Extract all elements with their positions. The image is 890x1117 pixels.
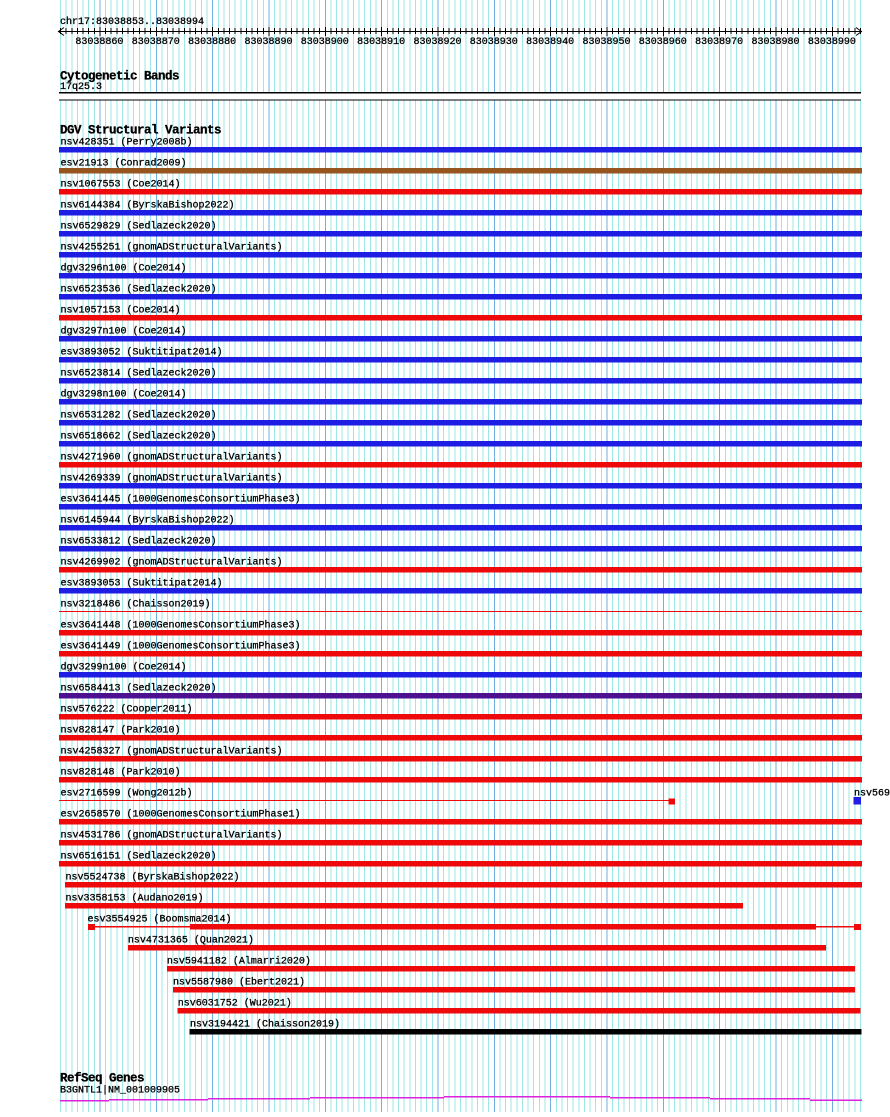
svg-text:esv21913 (Conrad2009): esv21913 (Conrad2009): [61, 157, 187, 169]
svg-text:nsv828148 (Park2010): nsv828148 (Park2010): [61, 766, 181, 778]
svg-text:nsv4271960 (gnomADStructuralVa: nsv4271960 (gnomADStructuralVariants): [61, 451, 283, 463]
svg-text:nsv1057153 (Coe2014): nsv1057153 (Coe2014): [61, 304, 181, 316]
svg-text:nsv4255251 (gnomADStructuralVa: nsv4255251 (gnomADStructuralVariants): [61, 241, 283, 253]
svg-text:nsv6523814 (Sedlazeck2020): nsv6523814 (Sedlazeck2020): [61, 367, 217, 379]
svg-text:nsv6584413 (Sedlazeck2020): nsv6584413 (Sedlazeck2020): [61, 682, 217, 694]
svg-text:nsv6145944 (ByrskaBishop2022): nsv6145944 (ByrskaBishop2022): [61, 514, 235, 526]
svg-text:83038950: 83038950: [582, 37, 630, 48]
svg-text:dgv3298n100 (Coe2014): dgv3298n100 (Coe2014): [61, 388, 187, 400]
svg-text:nsv3194421 (Chaisson2019): nsv3194421 (Chaisson2019): [190, 1018, 340, 1030]
svg-text:esv2716599 (Wong2012b): esv2716599 (Wong2012b): [61, 787, 193, 799]
svg-text:nsv1067553 (Coe2014): nsv1067553 (Coe2014): [61, 178, 181, 190]
svg-text:nsv6533812 (Sedlazeck2020): nsv6533812 (Sedlazeck2020): [61, 535, 217, 547]
svg-text:nsv5587980 (Ebert2021): nsv5587980 (Ebert2021): [173, 976, 305, 988]
svg-text:nsv6523536 (Sedlazeck2020): nsv6523536 (Sedlazeck2020): [61, 283, 217, 295]
svg-text:83038990: 83038990: [808, 37, 856, 48]
svg-text:nsv428351 (Perry2008b): nsv428351 (Perry2008b): [61, 136, 193, 148]
svg-text:nsv6518662 (Sedlazeck2020): nsv6518662 (Sedlazeck2020): [61, 430, 217, 442]
svg-text:nsv3358153 (Audano2019): nsv3358153 (Audano2019): [66, 892, 204, 904]
svg-text:nsv6144384 (ByrskaBishop2022): nsv6144384 (ByrskaBishop2022): [61, 199, 235, 211]
svg-text:esv3641448 (1000GenomesConsort: esv3641448 (1000GenomesConsortiumPhase3): [61, 619, 301, 631]
svg-text:nsv6516151 (Sedlazeck2020): nsv6516151 (Sedlazeck2020): [61, 850, 217, 862]
svg-text:83038890: 83038890: [244, 37, 292, 48]
svg-text:83038960: 83038960: [639, 37, 687, 48]
svg-text:nsv4258327 (gnomADStructuralVa: nsv4258327 (gnomADStructuralVariants): [61, 745, 283, 757]
svg-text:dgv3296n100 (Coe2014): dgv3296n100 (Coe2014): [61, 262, 187, 274]
svg-text:nsv6529829 (Sedlazeck2020): nsv6529829 (Sedlazeck2020): [61, 220, 217, 232]
svg-text:nsv4269339 (gnomADStructuralVa: nsv4269339 (gnomADStructuralVariants): [61, 472, 283, 484]
svg-text:Cytogenetic Bands: Cytogenetic Bands: [60, 70, 179, 84]
svg-text:nsv6531282 (Sedlazeck2020): nsv6531282 (Sedlazeck2020): [61, 409, 217, 421]
svg-text:83038860: 83038860: [75, 37, 123, 48]
svg-text:83038900: 83038900: [301, 37, 349, 48]
svg-text:83038930: 83038930: [470, 37, 518, 48]
svg-text:nsv4531786 (gnomADStructuralVa: nsv4531786 (gnomADStructuralVariants): [61, 829, 283, 841]
svg-text:dgv3299n100 (Coe2014): dgv3299n100 (Coe2014): [61, 661, 187, 673]
svg-text:esv3641449 (1000GenomesConsort: esv3641449 (1000GenomesConsortiumPhase3): [61, 640, 301, 652]
svg-text:nsv4269902 (gnomADStructuralVa: nsv4269902 (gnomADStructuralVariants): [61, 556, 283, 568]
svg-text:nsv569: nsv569: [854, 789, 890, 800]
svg-text:83038910: 83038910: [357, 37, 405, 48]
svg-text:nsv5524738 (ByrskaBishop2022): nsv5524738 (ByrskaBishop2022): [66, 871, 240, 883]
svg-text:chr17:83038853..83038994: chr17:83038853..83038994: [60, 16, 204, 28]
svg-text:esv3893053 (Suktitipat2014): esv3893053 (Suktitipat2014): [61, 577, 223, 589]
svg-text:B3GNTL1|NM_001009905: B3GNTL1|NM_001009905: [60, 1085, 180, 1097]
svg-text:esv3554925 (Boomsma2014): esv3554925 (Boomsma2014): [88, 913, 232, 925]
svg-text:83038880: 83038880: [188, 37, 236, 48]
svg-text:DGV Structural Variants: DGV Structural Variants: [60, 124, 221, 138]
svg-text:17q25.3: 17q25.3: [60, 82, 102, 93]
svg-text:83038870: 83038870: [132, 37, 180, 48]
svg-text:nsv5941182 (Almarri2020): nsv5941182 (Almarri2020): [167, 955, 311, 967]
svg-text:83038970: 83038970: [695, 37, 743, 48]
svg-text:nsv576222 (Cooper2011): nsv576222 (Cooper2011): [61, 703, 193, 715]
svg-text:dgv3297n100 (Coe2014): dgv3297n100 (Coe2014): [61, 325, 187, 337]
svg-text:83038940: 83038940: [526, 37, 574, 48]
svg-text:esv2658570 (1000GenomesConsort: esv2658570 (1000GenomesConsortiumPhase1): [61, 808, 301, 820]
svg-text:83038920: 83038920: [413, 37, 461, 48]
svg-text:83038980: 83038980: [751, 37, 799, 48]
svg-text:nsv4731365 (Quan2021): nsv4731365 (Quan2021): [128, 934, 254, 946]
svg-text:esv3893052 (Suktitipat2014): esv3893052 (Suktitipat2014): [61, 346, 223, 358]
svg-text:esv3641445 (1000GenomesConsort: esv3641445 (1000GenomesConsortiumPhase3): [61, 493, 301, 505]
svg-text:nsv828147 (Park2010): nsv828147 (Park2010): [61, 724, 181, 736]
svg-text:nsv3218486 (Chaisson2019): nsv3218486 (Chaisson2019): [61, 598, 211, 610]
svg-text:RefSeq Genes: RefSeq Genes: [60, 1072, 144, 1086]
svg-text:nsv6031752 (Wu2021): nsv6031752 (Wu2021): [178, 997, 292, 1009]
